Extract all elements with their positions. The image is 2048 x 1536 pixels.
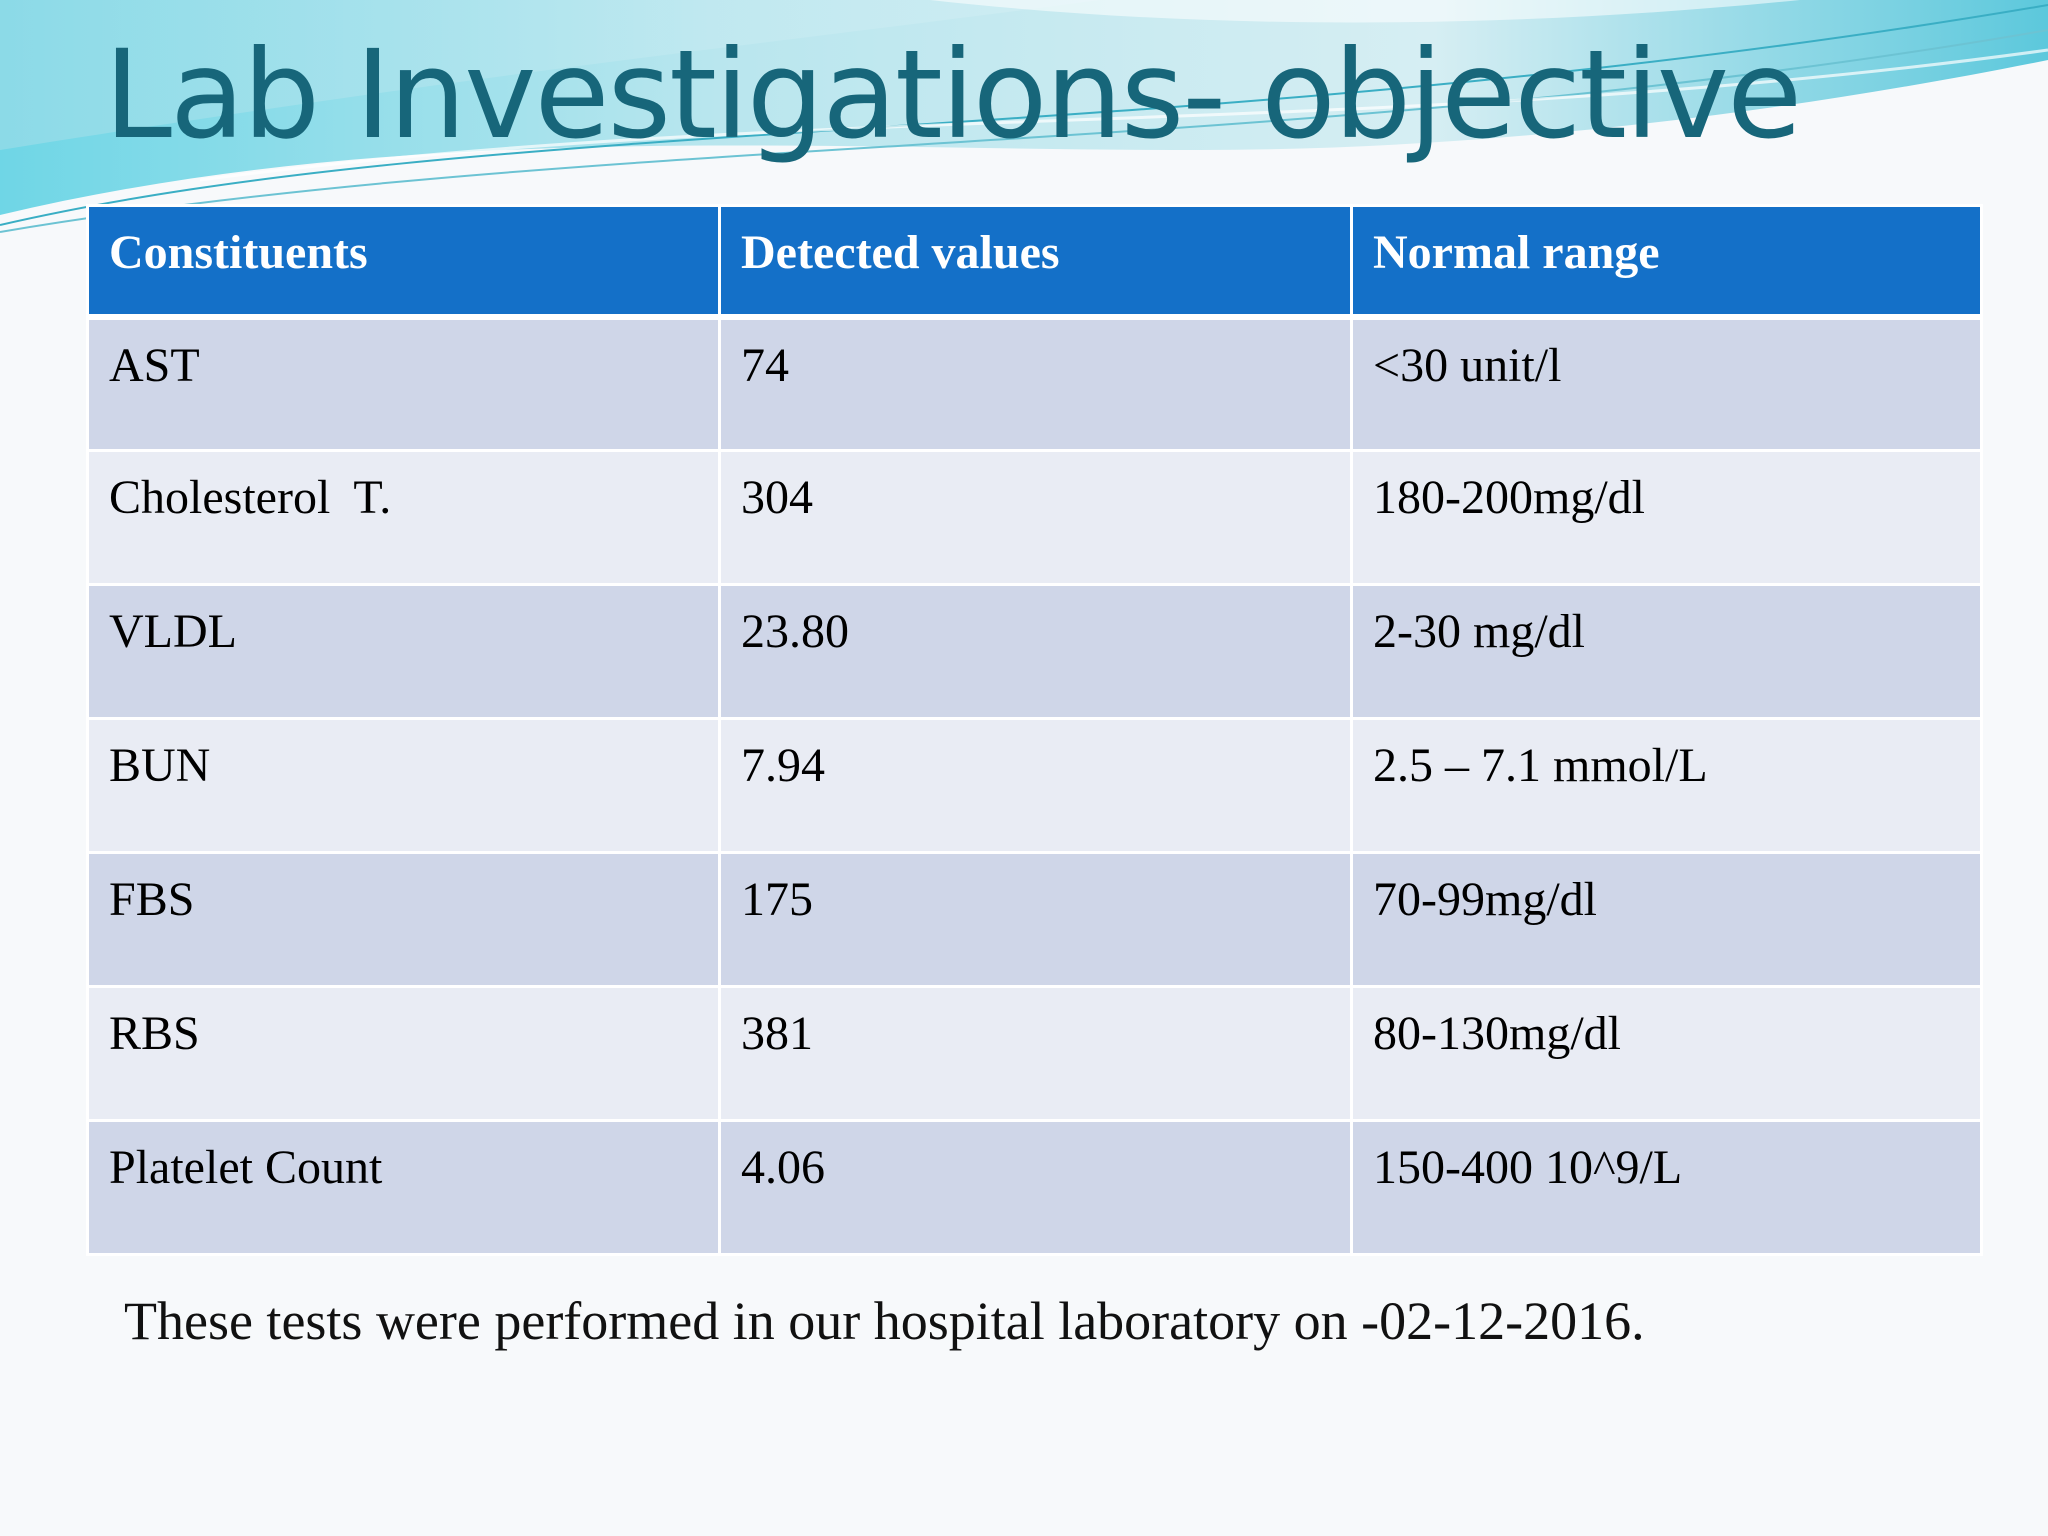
normal-range-cell: 2.5 – 7.1 mmol/L bbox=[1350, 717, 1983, 854]
normal-range-cell: 2-30 mg/dl bbox=[1350, 583, 1983, 720]
column-header-constituents: Constituents bbox=[86, 204, 721, 320]
decorative-wave-background bbox=[0, 0, 2048, 233]
table-row: Platelet Count 4.06 150-400 10^9/L bbox=[86, 1119, 1983, 1256]
test-date-footnote: These tests were performed in our hospit… bbox=[124, 1291, 1645, 1351]
detected-value-cell: 175 bbox=[718, 851, 1353, 988]
normal-range-cell: 150-400 10^9/L bbox=[1350, 1119, 1983, 1256]
table-row: RBS 381 80-130mg/dl bbox=[86, 985, 1983, 1122]
table-header-row: Constituents Detected values Normal rang… bbox=[86, 204, 1983, 320]
constituent-cell: AST bbox=[86, 315, 721, 452]
table-row: FBS 175 70-99mg/dl bbox=[86, 851, 1983, 988]
table-row: BUN 7.94 2.5 – 7.1 mmol/L bbox=[86, 717, 1983, 854]
normal-range-cell: 80-130mg/dl bbox=[1350, 985, 1983, 1122]
detected-value-cell: 23.80 bbox=[718, 583, 1353, 720]
column-header-normal-range: Normal range bbox=[1350, 204, 1983, 320]
normal-range-cell: <30 unit/l bbox=[1350, 315, 1983, 452]
column-header-detected-values: Detected values bbox=[718, 204, 1353, 320]
constituent-cell: RBS bbox=[86, 985, 721, 1122]
table-row: AST 74 <30 unit/l bbox=[86, 315, 1983, 452]
detected-value-cell: 74 bbox=[718, 315, 1353, 452]
constituent-cell: BUN bbox=[86, 717, 721, 854]
detected-value-cell: 4.06 bbox=[718, 1119, 1353, 1256]
table-row: VLDL 23.80 2-30 mg/dl bbox=[86, 583, 1983, 720]
constituent-cell: FBS bbox=[86, 851, 721, 988]
normal-range-cell: 70-99mg/dl bbox=[1350, 851, 1983, 988]
normal-range-cell: 180-200mg/dl bbox=[1350, 449, 1983, 586]
constituent-cell: VLDL bbox=[86, 583, 721, 720]
table-row: Cholesterol T. 304 180-200mg/dl bbox=[86, 449, 1983, 586]
detected-value-cell: 381 bbox=[718, 985, 1353, 1122]
lab-results-table: Constituents Detected values Normal rang… bbox=[86, 204, 1983, 1256]
detected-value-cell: 304 bbox=[718, 449, 1353, 586]
constituent-cell: Platelet Count bbox=[86, 1119, 721, 1256]
slide-title: Lab Investigations- objective bbox=[104, 24, 1802, 166]
detected-value-cell: 7.94 bbox=[718, 717, 1353, 854]
constituent-cell: Cholesterol T. bbox=[86, 449, 721, 586]
